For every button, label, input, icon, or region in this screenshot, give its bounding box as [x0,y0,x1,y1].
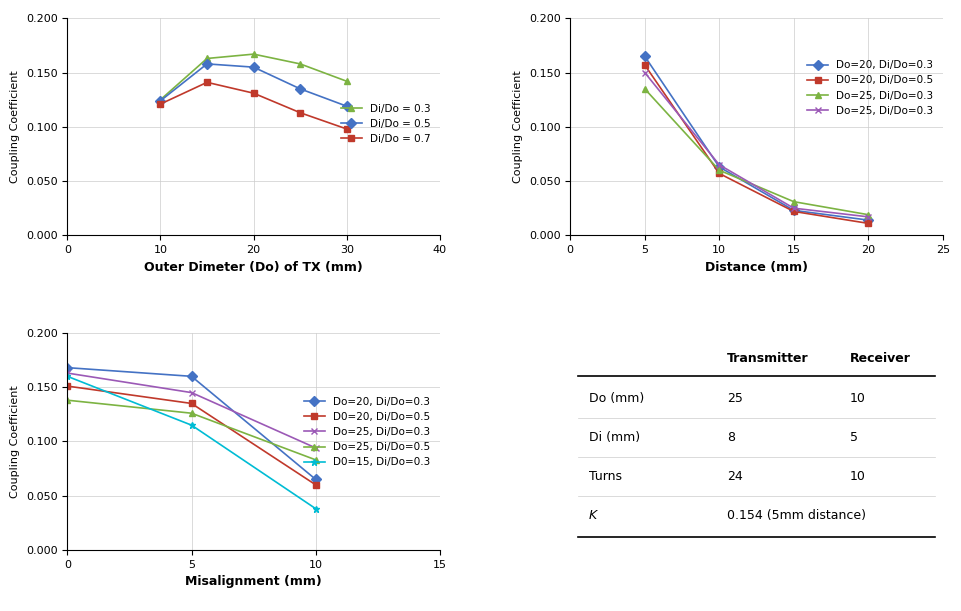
Text: 10: 10 [849,470,865,483]
Y-axis label: Coupling Coefficient: Coupling Coefficient [512,70,523,183]
Legend: Do=20, Di/Do=0.3, D0=20, Di/Do=0.5, Do=25, Di/Do=0.3, Do=25, Di/Do=0.3: Do=20, Di/Do=0.3, D0=20, Di/Do=0.5, Do=2… [802,56,937,120]
Line: Do=20, Di/Do=0.3: Do=20, Di/Do=0.3 [63,364,319,483]
Di/Do = 0.5 [155,97,166,104]
D0=15, Di/Do=0.3 [62,373,73,380]
Di/Do = 0.3 [155,96,166,103]
Do=20, Di/Do=0.3 [309,476,321,483]
Y-axis label: Coupling Coefficient: Coupling Coefficient [11,385,20,498]
X-axis label: Distance (mm): Distance (mm) [704,260,807,274]
Text: 8: 8 [726,431,734,444]
Line: Do=25, Di/Do=0.3: Do=25, Di/Do=0.3 [641,69,871,221]
X-axis label: Outer Dimeter (Do) of TX (mm): Outer Dimeter (Do) of TX (mm) [144,260,362,274]
Di/Do = 0.7 [201,79,212,86]
Di/Do = 0.7 [340,125,352,133]
D0=20, Di/Do=0.5 [185,400,197,407]
Line: D0=20, Di/Do=0.5: D0=20, Di/Do=0.5 [641,62,871,227]
Text: Transmitter: Transmitter [726,353,807,365]
Do=25, Di/Do=0.3 [638,85,650,92]
Do=20, Di/Do=0.3 [62,364,73,371]
Line: D0=20, Di/Do=0.5: D0=20, Di/Do=0.5 [63,382,319,488]
Text: 5: 5 [849,431,857,444]
Line: Do=25, Di/Do=0.3: Do=25, Di/Do=0.3 [63,370,319,452]
D0=20, Di/Do=0.5 [713,170,725,177]
D0=15, Di/Do=0.3 [309,505,321,513]
Do=25, Di/Do=0.3 [62,370,73,377]
Line: Di/Do = 0.7: Di/Do = 0.7 [157,79,350,133]
Do=25, Di/Do=0.5 [185,409,197,417]
D0=20, Di/Do=0.5 [787,208,799,215]
Do=25, Di/Do=0.3 [713,167,725,174]
Line: Do=20, Di/Do=0.3: Do=20, Di/Do=0.3 [641,53,871,224]
Line: Di/Do = 0.5: Di/Do = 0.5 [157,60,350,109]
D0=20, Di/Do=0.5 [309,481,321,488]
Text: Receiver: Receiver [849,353,909,365]
Do=25, Di/Do=0.3 [713,161,725,169]
Legend: Do=20, Di/Do=0.3, D0=20, Di/Do=0.5, Do=25, Di/Do=0.3, Do=25, Di/Do=0.5, D0=15, D: Do=20, Di/Do=0.3, D0=20, Di/Do=0.5, Do=2… [300,392,434,472]
D0=20, Di/Do=0.5 [638,61,650,68]
Text: K: K [588,509,597,522]
Line: Do=25, Di/Do=0.3: Do=25, Di/Do=0.3 [641,86,871,218]
Di/Do = 0.7 [248,90,259,97]
Di/Do = 0.5 [340,103,352,110]
Di/Do = 0.5 [248,64,259,71]
Line: D0=15, Di/Do=0.3: D0=15, Di/Do=0.3 [63,373,319,512]
Do=25, Di/Do=0.3 [862,213,874,221]
Do=25, Di/Do=0.3 [309,444,321,452]
Text: 24: 24 [726,470,742,483]
Di/Do = 0.3 [201,55,212,62]
Do=25, Di/Do=0.5 [62,397,73,404]
Do=25, Di/Do=0.5 [309,456,321,464]
Do=25, Di/Do=0.3 [787,198,799,205]
D0=15, Di/Do=0.3 [185,422,197,429]
Do=25, Di/Do=0.3 [787,205,799,212]
Di/Do = 0.3 [340,78,352,85]
Do=20, Di/Do=0.3 [638,53,650,60]
X-axis label: Misalignment (mm): Misalignment (mm) [185,575,322,588]
Di/Do = 0.3 [294,60,306,68]
Di/Do = 0.5 [201,60,212,68]
Do=25, Di/Do=0.3 [862,211,874,218]
Text: 25: 25 [726,392,742,404]
Di/Do = 0.3 [248,51,259,58]
Text: Do (mm): Do (mm) [588,392,644,404]
Text: Turns: Turns [588,470,621,483]
Do=20, Di/Do=0.3 [787,207,799,214]
Di/Do = 0.7 [155,100,166,108]
Do=25, Di/Do=0.3 [638,69,650,76]
Y-axis label: Coupling Coefficient: Coupling Coefficient [11,70,20,183]
D0=20, Di/Do=0.5 [862,220,874,227]
Do=25, Di/Do=0.3 [185,389,197,397]
Text: 0.154 (5mm distance): 0.154 (5mm distance) [726,509,865,522]
Legend: Di/Do = 0.3, Di/Do = 0.5, Di/Do = 0.7: Di/Do = 0.3, Di/Do = 0.5, Di/Do = 0.7 [336,100,434,148]
Line: Di/Do = 0.3: Di/Do = 0.3 [157,51,350,103]
Text: Di (mm): Di (mm) [588,431,639,444]
D0=20, Di/Do=0.5 [62,382,73,390]
Do=20, Di/Do=0.3 [185,373,197,380]
Do=20, Di/Do=0.3 [862,216,874,224]
Do=20, Di/Do=0.3 [713,163,725,170]
Di/Do = 0.5 [294,85,306,92]
Text: 10: 10 [849,392,865,404]
Line: Do=25, Di/Do=0.5: Do=25, Di/Do=0.5 [63,397,319,463]
Di/Do = 0.7 [294,109,306,116]
